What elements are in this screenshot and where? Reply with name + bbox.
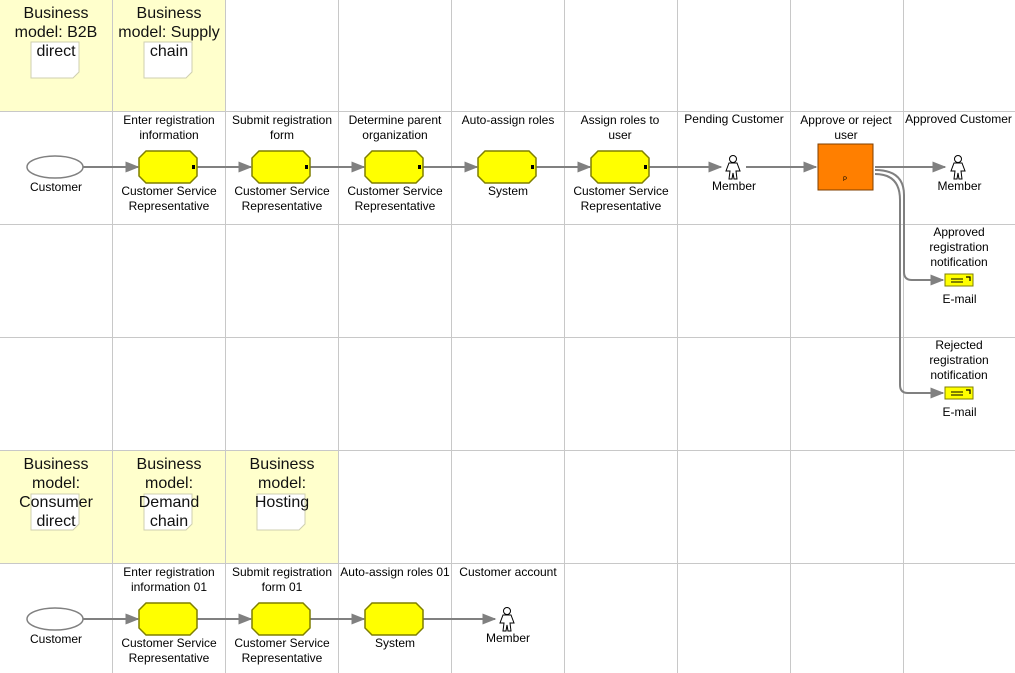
decision-approve-reject[interactable]	[817, 143, 874, 191]
customer-account-label: Customer account	[459, 565, 557, 579]
start-event-customer-2[interactable]	[26, 607, 84, 631]
role-label: Customer Service Representative	[573, 184, 669, 213]
role-label: System	[374, 636, 415, 650]
function-auto-assign-roles	[477, 150, 537, 184]
function-name-label: Submit registration form	[231, 113, 333, 142]
start-event-label: Customer	[29, 632, 82, 646]
role-label: Customer Service Representative	[234, 184, 330, 213]
business-model-demand-chain[interactable]: Business model: Demand chain	[136, 456, 202, 530]
decision-marker: P	[843, 177, 847, 183]
member-label: Member	[937, 179, 982, 193]
email-icon[interactable]	[944, 273, 974, 400]
approved-notification-label: Approved registration notification	[929, 225, 989, 269]
start-event-customer[interactable]	[26, 155, 84, 179]
role-label: Customer Service Representative	[234, 636, 330, 665]
approved-customer-label: Approved Customer	[905, 112, 1012, 126]
function-assign-roles	[590, 150, 650, 184]
function-name-label: Auto-assign roles	[461, 113, 555, 127]
function-determine-parent	[364, 150, 424, 184]
function-name-label: Determine parent organization	[348, 113, 442, 142]
role-label: System	[487, 184, 528, 198]
role-label: Customer Service Representative	[121, 184, 217, 213]
function-enter-registration-01	[138, 602, 198, 636]
document-icon	[30, 41, 306, 531]
member-label: Member	[711, 179, 756, 193]
business-model-supply-chain[interactable]: Business model: Supply chain	[118, 5, 220, 60]
function-name-label: Auto-assign roles 01	[340, 565, 450, 579]
function-submit-registration	[251, 150, 311, 184]
role-label: Customer Service Representative	[121, 636, 217, 665]
function-name-label: Enter registration information 01	[123, 565, 215, 594]
function-name-label: Submit registration form 01	[231, 565, 333, 594]
person-icon[interactable]	[499, 155, 966, 632]
business-model-b2b-direct[interactable]: Business model: B2B direct	[14, 5, 98, 60]
function-enter-registration	[138, 150, 198, 184]
business-model-consumer-direct[interactable]: Business model: Consumer direct	[19, 456, 93, 530]
start-event-label: Customer	[29, 180, 82, 194]
role-label: Customer Service Representative	[347, 184, 443, 213]
decision-label: Approve or reject user	[800, 113, 892, 142]
rejected-notification-label: Rejected registration notification	[929, 338, 989, 382]
function-name-label: Enter registration information	[123, 113, 215, 142]
connector	[874, 173, 945, 399]
email-label: E-mail	[942, 292, 977, 306]
business-model-hosting[interactable]: Business model: Hosting	[249, 456, 315, 511]
function-auto-assign-roles-01	[364, 602, 424, 636]
connectors-flow-1	[83, 161, 947, 399]
email-label: E-mail	[942, 405, 977, 419]
member-label: Member	[485, 631, 530, 645]
function-name-label: Assign roles to user	[580, 113, 660, 142]
function-submit-registration-01	[251, 602, 311, 636]
function-shapes-flow-2[interactable]	[138, 602, 424, 636]
pending-customer-label: Pending Customer	[684, 112, 784, 126]
connector	[874, 169, 945, 286]
function-shapes-flow-1[interactable]	[138, 150, 650, 184]
